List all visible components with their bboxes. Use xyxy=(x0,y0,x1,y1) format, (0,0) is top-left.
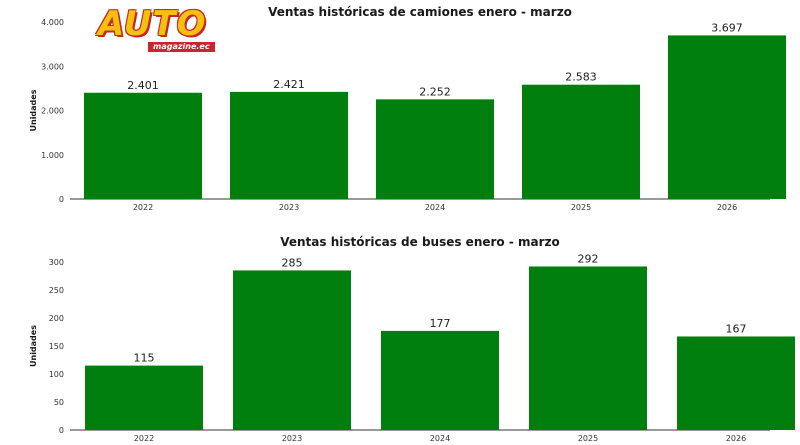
buses-bar-2024 xyxy=(381,330,499,430)
buses-y-tick-label: 50 xyxy=(54,398,64,407)
buses-data-label: 292 xyxy=(578,252,599,265)
trucks-x-tick-label: 2025 xyxy=(571,203,591,212)
buses-x-tick-label: 2022 xyxy=(134,434,154,443)
trucks-y-axis-label: Unidades xyxy=(29,89,38,131)
logo-sub-text: magazine.ec xyxy=(148,42,215,52)
trucks-bar-2026 xyxy=(668,35,786,200)
trucks-data-label: 3.697 xyxy=(711,21,743,34)
logo-main-text: AUTO xyxy=(98,4,207,44)
buses-bar-2025 xyxy=(529,266,647,430)
trucks-y-tick-label: 4.000 xyxy=(41,18,64,27)
trucks-bar-2023 xyxy=(230,91,348,199)
trucks-data-label: 2.583 xyxy=(565,71,597,84)
trucks-y-tick-label: 3.000 xyxy=(41,62,64,71)
trucks-chart-title: Ventas históricas de camiones enero - ma… xyxy=(268,5,572,19)
buses-data-label: 167 xyxy=(726,322,747,335)
trucks-x-tick-label: 2022 xyxy=(133,203,153,212)
buses-data-label: 115 xyxy=(134,352,155,365)
trucks-y-tick-label: 2.000 xyxy=(41,107,64,116)
buses-data-label: 177 xyxy=(430,317,451,330)
trucks-data-label: 2.401 xyxy=(127,79,159,92)
trucks-bar-2025 xyxy=(522,84,640,199)
buses-y-tick-label: 150 xyxy=(49,342,64,351)
trucks-y-tick-label: 0 xyxy=(59,195,64,204)
trucks-x-tick-label: 2026 xyxy=(717,203,737,212)
trucks-x-tick-label: 2023 xyxy=(279,203,299,212)
trucks-data-label: 2.421 xyxy=(273,78,305,91)
trucks-data-label: 2.252 xyxy=(419,85,451,98)
trucks-y-tick-label: 1.000 xyxy=(41,151,64,160)
trucks-bar-2022 xyxy=(84,92,202,199)
buses-x-tick-label: 2024 xyxy=(430,434,450,443)
buses-x-tick-label: 2023 xyxy=(282,434,302,443)
buses-data-label: 285 xyxy=(282,256,303,269)
buses-y-tick-label: 0 xyxy=(59,426,64,435)
buses-x-tick-label: 2026 xyxy=(726,434,746,443)
trucks-bar-2024 xyxy=(376,99,494,199)
buses-y-tick-label: 100 xyxy=(49,370,64,379)
buses-bar-2026 xyxy=(677,336,795,430)
trucks-x-tick-label: 2024 xyxy=(425,203,445,212)
buses-bar-2022 xyxy=(85,365,203,430)
buses-y-tick-label: 200 xyxy=(49,314,64,323)
buses-x-tick-label: 2025 xyxy=(578,434,598,443)
buses-bar-2023 xyxy=(233,270,351,430)
auto-magazine-logo: AUTO magazine.ec xyxy=(98,6,222,56)
buses-chart-title: Ventas históricas de buses enero - marzo xyxy=(280,235,560,249)
buses-y-tick-label: 300 xyxy=(49,258,64,267)
buses-y-tick-label: 250 xyxy=(49,286,64,295)
buses-y-axis-label: Unidades xyxy=(29,325,38,367)
